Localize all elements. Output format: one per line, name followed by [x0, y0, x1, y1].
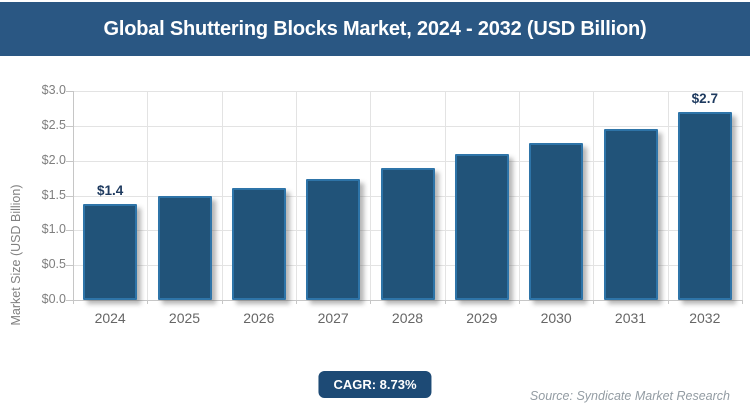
y-axis-tick: [66, 91, 73, 92]
bar-2028: [380, 167, 435, 300]
gridline-vertical: [519, 91, 520, 300]
x-axis-tick: [593, 300, 595, 304]
x-axis-category-label: 2032: [689, 310, 721, 326]
y-axis-tick-label: $0.5: [41, 257, 66, 272]
source-attribution: Source: Syndicate Market Research: [529, 389, 730, 403]
x-axis-category-label: 2031: [614, 310, 647, 326]
y-axis-tick-label: $2.5: [41, 117, 66, 132]
x-axis-tick: [221, 300, 223, 304]
x-axis-category-label: 2025: [168, 310, 201, 326]
x-axis-line: [73, 300, 742, 301]
chart-title-bar: Global Shuttering Blocks Market, 2024 - …: [0, 2, 750, 56]
gridline-horizontal: [73, 91, 742, 92]
bar-value-label: $1.4: [97, 182, 124, 198]
cagr-badge: CAGR: 8.73%: [318, 371, 432, 398]
chart-title: Global Shuttering Blocks Market, 2024 - …: [103, 17, 647, 40]
x-axis-tick: [444, 300, 446, 304]
x-axis-tick: [667, 300, 669, 304]
x-axis-category-label: 2026: [243, 310, 275, 326]
x-axis-tick: [147, 300, 149, 304]
gridline-vertical: [370, 91, 372, 300]
gridline-vertical: [221, 91, 223, 300]
y-axis-tick: [66, 195, 73, 197]
x-axis-category-label: 2030: [540, 310, 572, 326]
y-axis-line: [73, 91, 74, 304]
x-axis-tick: [742, 300, 743, 304]
gridline-vertical: [444, 91, 446, 300]
y-axis-tick: [66, 300, 73, 301]
gridline-vertical: [296, 91, 297, 300]
bar-2027: [306, 178, 361, 300]
y-axis-tick-label: $0.0: [41, 292, 66, 306]
gridline-vertical: [593, 91, 595, 300]
y-axis-tick-label: $1.5: [41, 187, 66, 202]
bar-2026: [231, 187, 286, 300]
x-axis-category-label: 2028: [391, 310, 424, 326]
bar-2029: [454, 154, 509, 300]
y-axis-tick: [66, 265, 73, 267]
bar-value-label: $2.7: [691, 90, 718, 106]
y-axis-tick-label: $2.0: [41, 152, 66, 167]
bar-2025: [157, 196, 212, 300]
x-axis-category-label: 2027: [317, 310, 349, 326]
gridline-horizontal: [73, 125, 742, 127]
gridline-horizontal: [73, 160, 742, 162]
y-axis-tick: [66, 125, 73, 127]
y-axis-tick-label: $3.0: [41, 83, 66, 97]
y-axis-tick: [66, 230, 73, 232]
gridline-vertical: [147, 91, 149, 300]
bar-2031: [603, 128, 658, 300]
y-axis-tick-label: $1.0: [41, 222, 66, 237]
gridline-vertical: [742, 91, 743, 300]
y-axis-tick: [66, 160, 73, 162]
bar-2030: [529, 142, 584, 300]
x-axis-tick: [519, 300, 520, 304]
bar-2032: [677, 111, 732, 300]
x-axis-tick: [296, 300, 297, 304]
gridline-vertical: [667, 91, 669, 300]
x-axis-tick: [370, 300, 372, 304]
bar-chart: Market Size (USD Billion) $0.0 $0.5 $1.0 $1…: [0, 56, 750, 346]
bar-2024: [83, 203, 138, 300]
x-axis-category-label: 2024: [94, 310, 126, 326]
x-axis-category-label: 2029: [466, 310, 498, 326]
